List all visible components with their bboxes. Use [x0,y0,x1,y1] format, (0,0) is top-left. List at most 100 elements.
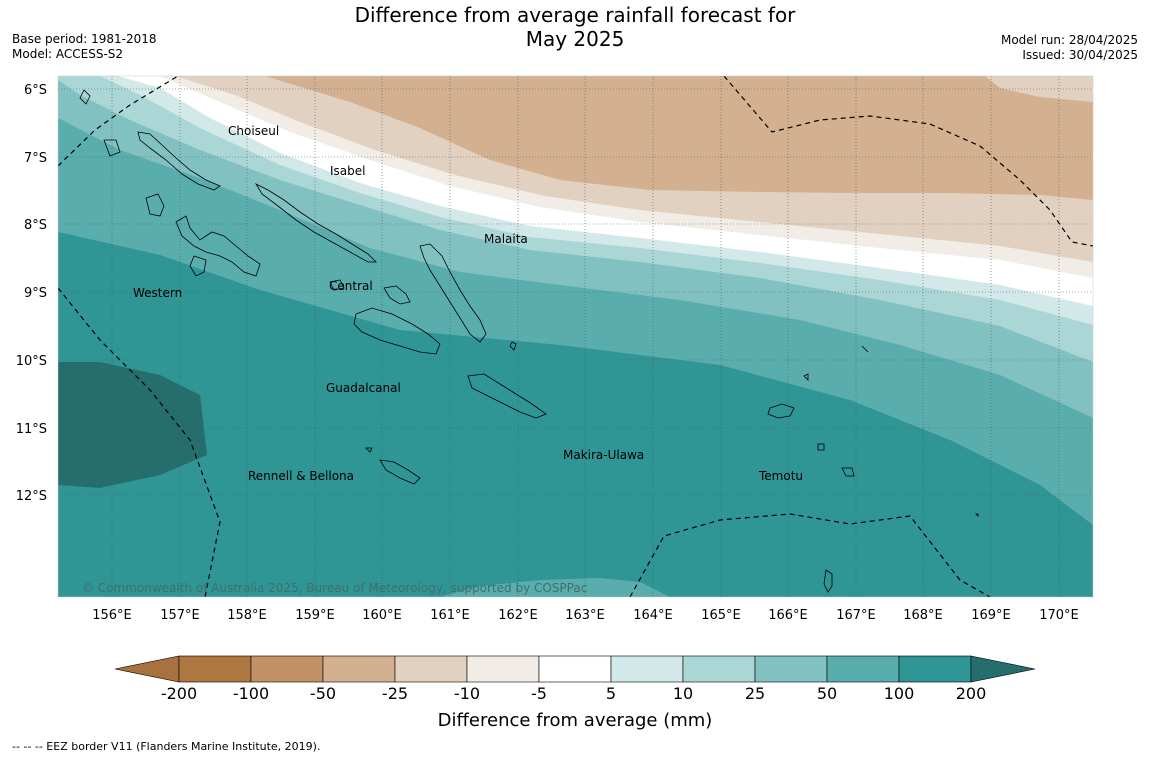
model-name: Model: ACCESS-S2 [12,47,124,61]
colorbar-extend-high [970,655,1036,683]
island-shortlands [79,89,91,105]
colorbar-tick: 50 [817,684,837,703]
latitude-labels: 6°S 7°S 8°S 9°S 10°S 11°S 12°S [16,83,47,504]
title-line-2: May 2025 [525,27,625,51]
band-minus25-minus50 [265,76,1093,200]
lon-label-157e: 157°E [160,608,200,623]
lat-label-6s: 6°S [24,83,47,98]
map-title: Difference from average rainfall forecas… [0,3,1150,51]
map-frame [57,75,1094,598]
lon-label-170e: 170°E [1039,608,1079,623]
island-duff [861,345,869,353]
rainfall-shading [58,76,1093,597]
island-ulawa [509,341,517,351]
island-utupua [841,467,855,477]
colorbar-tick: -5 [531,684,547,703]
lon-label-169e: 169°E [971,608,1011,623]
colorbar-ticks: -200 -100 -50 -25 -10 -5 5 10 25 50 100 … [161,684,986,703]
island-russell [329,279,345,291]
lat-label-11s: 11°S [16,422,47,437]
title-line-1: Difference from average rainfall forecas… [354,3,796,27]
lon-label-165e: 165°E [701,608,741,623]
island-choiseul [137,131,221,191]
label-temotu: Temotu [758,469,803,483]
colorbar-tick: 25 [745,684,765,703]
colorbar-tick: -10 [454,684,480,703]
label-central: Central [329,279,373,293]
eez-border-south [629,513,991,597]
label-makira-ulawa: Makira-Ulawa [563,448,644,462]
lon-label-168e: 168°E [903,608,943,623]
island-vella-lavella [145,193,165,217]
colorbar-tick: -25 [382,684,408,703]
colorbar-segment [898,655,972,683]
island-tikopia [823,569,833,593]
label-western: Western [133,286,182,300]
lat-label-7s: 7°S [24,151,47,166]
island-santa-cruz [767,403,795,419]
colorbar-segment [538,655,612,683]
lon-label-158e: 158°E [227,608,267,623]
island-florida [383,285,411,305]
eez-border-northwest [58,76,179,167]
lon-label-162e: 162°E [498,608,538,623]
colorbar-tick: -50 [310,684,336,703]
island-vanikoro [817,443,825,451]
islands [79,89,979,593]
colorbar-segment [754,655,828,683]
lat-label-10s: 10°S [16,354,47,369]
colorbar-tick: -100 [233,684,269,703]
label-choiseul: Choiseul [228,124,279,138]
eez-borders [58,76,1093,597]
island-bellona [365,447,373,453]
lat-label-9s: 9°S [24,286,47,301]
label-malaita: Malaita [484,232,528,246]
colorbar-segment [466,655,540,683]
eez-border-west [58,287,221,597]
colorbar-tick: 100 [884,684,915,703]
lon-label-156e: 156°E [92,608,132,623]
colorbar-tick: -200 [161,684,197,703]
band-200-plus [58,362,207,488]
lon-label-164e: 164°E [633,608,673,623]
colorbar-tick: 10 [673,684,693,703]
colorbar-segment [178,655,252,683]
colorbar-segment [682,655,756,683]
place-labels: Choiseul Isabel Malaita Western Central … [133,124,803,483]
longitude-labels: 156°E 157°E 158°E 159°E 160°E 161°E 162°… [92,608,1079,623]
island-new-georgia [175,215,261,277]
colorbar-segment [826,655,900,683]
eez-border-northeast [723,76,1093,247]
model-run: Model run: 28/04/2025 [1000,33,1138,47]
island-reef-islands [803,373,809,381]
colorbar-tick: 200 [956,684,987,703]
island-anuta [975,513,979,517]
lon-label-163e: 163°E [565,608,605,623]
colorbar-segment [322,655,396,683]
meta-left: Base period: 1981-2018 Model: ACCESS-S2 [12,32,157,62]
label-isabel: Isabel [330,164,365,178]
island-rennell [379,459,421,485]
copyright-notice: © Commonwealth of Australia 2025, Bureau… [82,581,587,595]
island-malaita [419,243,487,343]
lat-label-12s: 12°S [16,489,47,504]
colorbar-segment [394,655,468,683]
island-isabel [254,183,377,263]
colorbar: -200 -100 -50 -25 -10 -5 5 10 25 50 100 … [114,655,1036,731]
base-period: Base period: 1981-2018 [12,32,157,46]
lon-label-160e: 160°E [362,608,402,623]
colorbar-segment [250,655,324,683]
colorbar-label: Difference from average (mm) [438,710,713,731]
lon-label-161e: 161°E [430,608,470,623]
meta-right: Model run: 28/04/2025 Issued: 30/04/2025 [1001,33,1138,63]
island-guadalcanal [353,307,441,355]
lon-label-166e: 166°E [768,608,808,623]
eez-legend-note: -- -- -- EEZ border V11 (Flanders Marine… [12,740,321,753]
lon-label-167e: 167°E [836,608,876,623]
label-rennell-bellona: Rennell & Bellona [248,469,354,483]
issued-date: Issued: 30/04/2025 [1022,48,1138,62]
island-small-western [189,255,207,277]
island-makira [467,373,547,419]
label-guadalcanal: Guadalcanal [326,381,401,395]
